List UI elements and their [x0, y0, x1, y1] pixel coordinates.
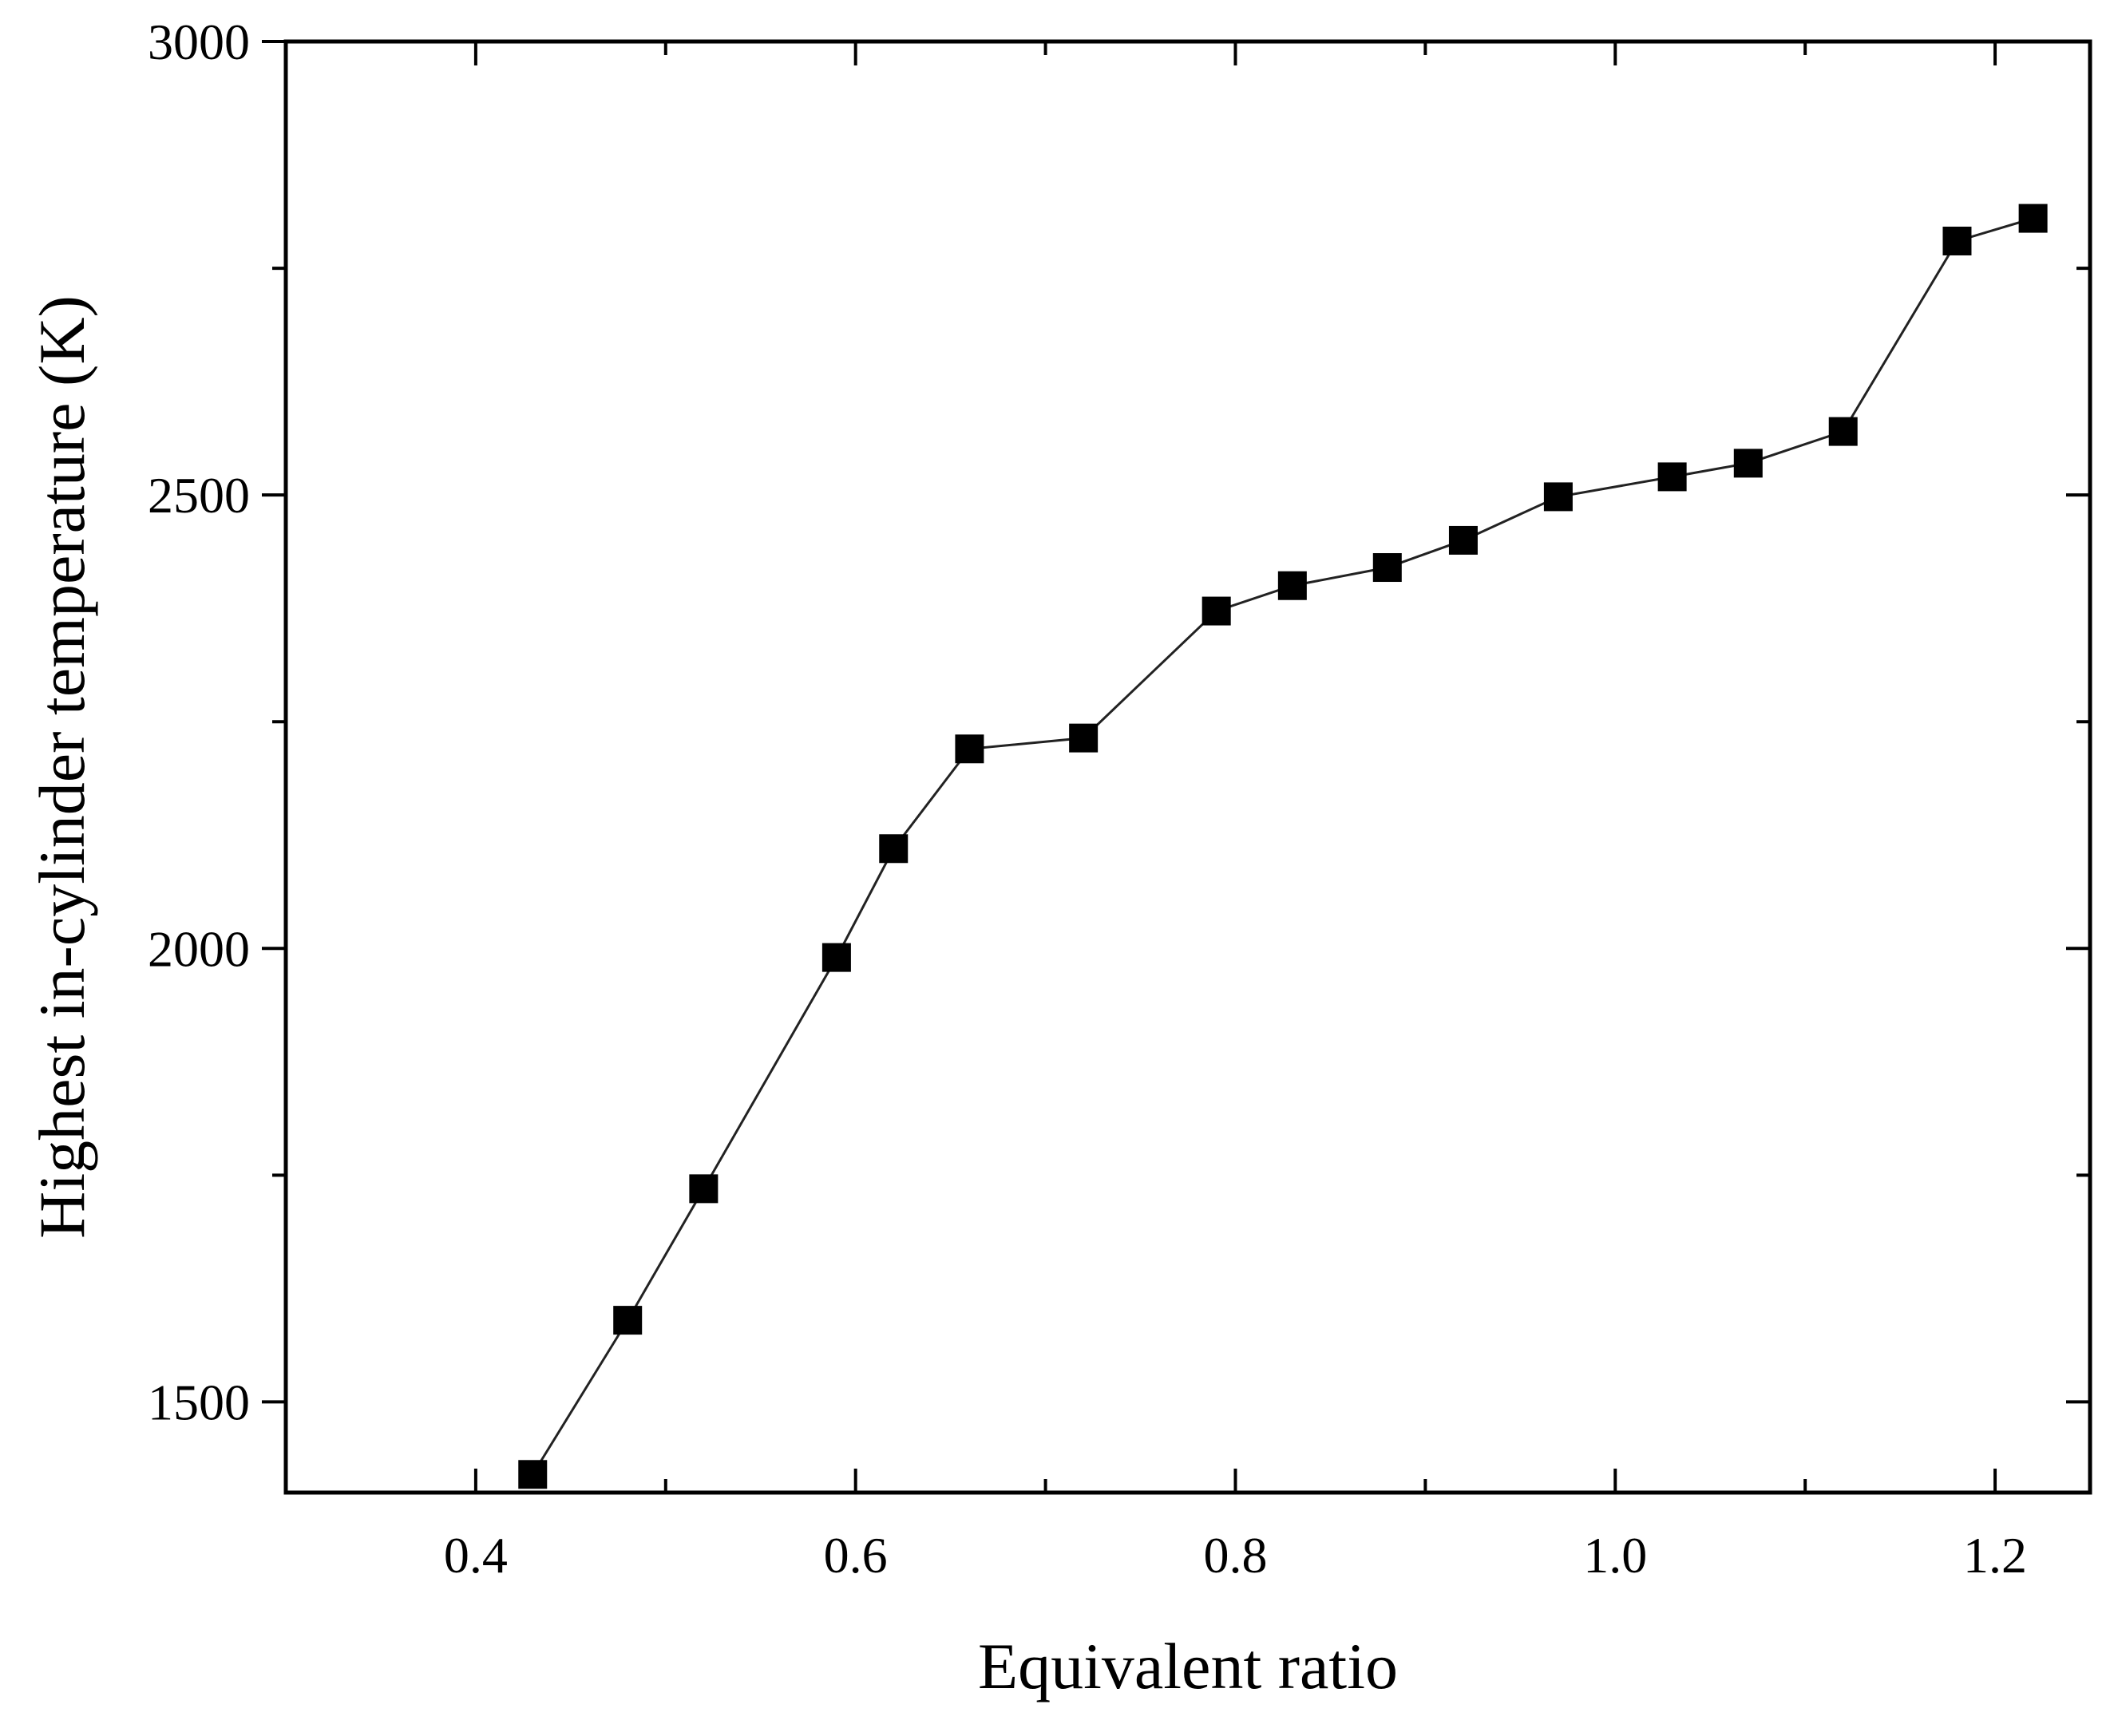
data-point-marker	[1277, 571, 1307, 600]
y-tick-label: 2000	[148, 920, 250, 977]
data-point-marker	[1942, 226, 1972, 255]
y-tick-label: 3000	[148, 14, 250, 70]
axis-ticks	[262, 40, 2090, 1493]
data-point-marker	[1201, 596, 1231, 626]
x-tick-label: 0.6	[824, 1527, 888, 1584]
data-point-marker	[821, 943, 851, 972]
data-markers	[518, 204, 2048, 1489]
data-point-marker	[1733, 449, 1763, 478]
x-tick-label: 1.0	[1583, 1527, 1647, 1584]
data-point-marker	[1543, 482, 1573, 512]
data-point-marker	[1069, 723, 1099, 753]
plot-frame	[283, 39, 2092, 1495]
x-axis-title: Equivalent ratio	[978, 1630, 1398, 1702]
series-line	[531, 217, 2034, 1476]
data-point-marker	[879, 834, 909, 864]
x-tick-label: 1.2	[1963, 1527, 2027, 1584]
y-axis-title: Highest in-cylinder temperature (K)	[26, 295, 98, 1239]
tick-labels: 0.4 0.6 0.8 1.0 1.2 1500 2000 2500 3000	[148, 14, 2027, 1584]
data-point-marker	[1828, 417, 1858, 446]
data-point-marker	[1372, 553, 1402, 583]
data-point-marker	[1657, 462, 1687, 492]
data-point-marker	[613, 1306, 643, 1335]
x-tick-label: 0.4	[444, 1527, 508, 1584]
y-tick-label: 2500	[148, 467, 250, 524]
data-point-marker	[1448, 525, 1478, 555]
data-point-marker	[689, 1174, 719, 1204]
data-point-marker	[955, 734, 984, 764]
y-tick-label: 1500	[148, 1374, 250, 1430]
x-tick-label: 0.8	[1203, 1527, 1267, 1584]
data-point-marker	[2018, 204, 2048, 233]
data-point-marker	[518, 1460, 548, 1489]
